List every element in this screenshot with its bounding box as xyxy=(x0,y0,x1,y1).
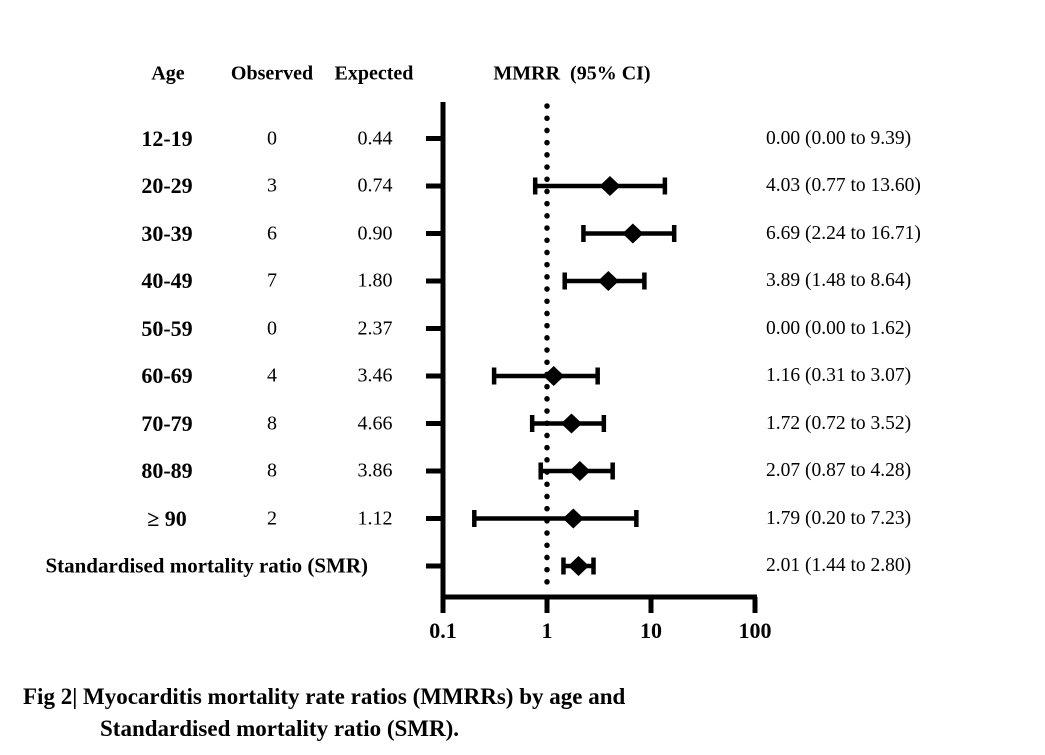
point-estimate-diamond xyxy=(569,461,591,481)
point-estimate-diamond xyxy=(560,413,582,434)
row-label-age: 70-79 xyxy=(141,410,193,436)
figure-caption-line-1: Fig 2| Myocarditis mortality rate ratios… xyxy=(23,684,626,709)
row-label-age: 80-89 xyxy=(141,458,193,483)
row-observed-value: 8 xyxy=(267,412,277,434)
row-observed-value: 7 xyxy=(267,269,277,292)
x-axis-tick-label: 10 xyxy=(640,618,662,643)
x-axis-tick-label: 1 xyxy=(541,618,553,643)
row-label-age: 50-59 xyxy=(141,315,193,341)
row-label-age: 30-39 xyxy=(141,220,193,246)
point-estimate-diamond xyxy=(562,508,584,529)
row-observed-value: 4 xyxy=(267,364,277,387)
row-ci-label: 2.07 (0.87 to 4.28) xyxy=(766,460,912,481)
point-estimate-diamond xyxy=(543,366,565,386)
column-header-age: Age xyxy=(151,62,185,85)
row-label-age: 12-19 xyxy=(141,125,193,151)
point-estimate-diamond xyxy=(599,176,621,196)
row-ci-label: 3.89 (1.48 to 8.64) xyxy=(766,270,912,291)
point-estimate-diamond xyxy=(622,223,644,244)
row-expected-value: 3.46 xyxy=(357,364,393,387)
column-header-expected: Expected xyxy=(334,62,414,85)
row-expected-value: 0.44 xyxy=(357,127,393,149)
point-estimate-diamond xyxy=(568,556,590,576)
row-ci-label: 6.69 (2.24 to 16.71) xyxy=(766,222,921,244)
row-observed-value: 2 xyxy=(267,507,277,529)
row-label-age: 40-49 xyxy=(141,268,193,293)
row-observed-value: 0 xyxy=(267,317,277,339)
x-axis-tick-label: 0.1 xyxy=(429,618,457,643)
figure-caption-line-2: Standardised mortality ratio (SMR). xyxy=(100,716,460,741)
row-observed-value: 8 xyxy=(267,459,277,482)
point-estimate-diamond xyxy=(597,271,619,291)
row-ci-label: 0.00 (0.00 to 1.62) xyxy=(766,317,912,339)
row-ci-label: 2.01 (1.44 to 2.80) xyxy=(766,555,912,576)
row-label-smr: Standardised mortality ratio (SMR) xyxy=(45,553,368,578)
row-observed-value: 6 xyxy=(267,222,277,244)
row-expected-value: 0.74 xyxy=(357,174,393,197)
row-expected-value: 1.80 xyxy=(357,269,393,292)
row-label-age: ≥ 90 xyxy=(147,505,187,531)
row-label-age: 20-29 xyxy=(141,173,193,198)
row-expected-value: 1.12 xyxy=(357,507,393,529)
row-expected-value: 2.37 xyxy=(357,317,393,339)
row-ci-label: 0.00 (0.00 to 9.39) xyxy=(766,127,912,149)
row-expected-value: 3.86 xyxy=(357,459,393,482)
x-axis-tick-label: 100 xyxy=(738,618,772,643)
row-ci-label: 1.72 (0.72 to 3.52) xyxy=(766,412,912,434)
row-observed-value: 0 xyxy=(267,127,277,149)
row-ci-label: 4.03 (0.77 to 13.60) xyxy=(766,175,921,196)
row-ci-label: 1.16 (0.31 to 3.07) xyxy=(766,365,912,386)
row-expected-value: 4.66 xyxy=(357,412,393,434)
row-observed-value: 3 xyxy=(267,174,277,197)
row-expected-value: 0.90 xyxy=(357,222,393,244)
column-header-mmrr-ci: MMRR (95% CI) xyxy=(493,62,651,85)
row-ci-label: 1.79 (0.20 to 7.23) xyxy=(766,507,912,529)
row-label-age: 60-69 xyxy=(141,363,193,388)
column-header-observed: Observed xyxy=(230,62,314,85)
